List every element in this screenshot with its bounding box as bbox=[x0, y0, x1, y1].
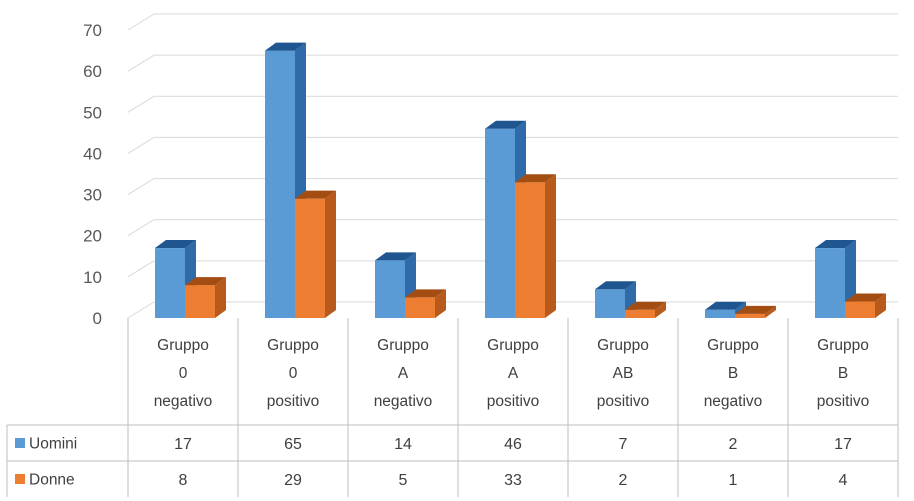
bar-side-donne bbox=[545, 174, 556, 318]
data-label-uomini: 17 bbox=[834, 436, 852, 453]
data-label-uomini: 46 bbox=[504, 436, 522, 453]
bar-uomini bbox=[265, 50, 295, 318]
gridline-diagonal bbox=[127, 54, 155, 72]
bar-uomini bbox=[485, 128, 515, 318]
y-tick-label: 10 bbox=[83, 268, 102, 287]
data-label-donne: 33 bbox=[504, 472, 522, 489]
bar-top-uomini bbox=[705, 301, 746, 310]
category-label: Gruppo bbox=[487, 337, 539, 354]
category-label: negativo bbox=[704, 393, 763, 410]
bar-top-uomini bbox=[595, 281, 636, 290]
bar-uomini bbox=[375, 260, 405, 318]
bar-top-donne bbox=[405, 289, 446, 298]
category-label: positivo bbox=[817, 393, 870, 410]
bar-top-donne bbox=[515, 174, 556, 183]
y-tick-label: 60 bbox=[83, 62, 102, 81]
bar-side-donne bbox=[765, 305, 776, 318]
bar-top-donne bbox=[295, 190, 336, 199]
gridline-diagonal bbox=[127, 13, 155, 31]
bar-donne bbox=[185, 285, 215, 318]
y-tick-label: 40 bbox=[83, 144, 102, 163]
data-label-uomini: 2 bbox=[729, 436, 738, 453]
bar-donne bbox=[295, 198, 325, 318]
bar-top-uomini bbox=[485, 120, 526, 129]
bar-donne bbox=[515, 182, 545, 318]
legend-label-uomini: Uomini bbox=[29, 436, 77, 453]
category-label: negativo bbox=[154, 393, 213, 410]
data-label-donne: 5 bbox=[399, 472, 408, 489]
bar-top-donne bbox=[735, 305, 776, 314]
category-label: 0 bbox=[289, 365, 298, 382]
y-tick-label: 50 bbox=[83, 103, 102, 122]
legend-swatch-donne bbox=[15, 474, 25, 484]
y-tick-label: 0 bbox=[93, 309, 102, 328]
gridline-diagonal bbox=[127, 301, 155, 319]
y-axis: 0 10 20 30 40 50 60 70 bbox=[83, 21, 102, 328]
bar-side-donne bbox=[435, 289, 446, 318]
bar-top-donne bbox=[845, 293, 886, 302]
data-label-uomini: 65 bbox=[284, 436, 302, 453]
bar-uomini bbox=[595, 289, 625, 318]
category-label: 0 bbox=[179, 365, 188, 382]
category-label: positivo bbox=[597, 393, 650, 410]
legend-label-donne: Donne bbox=[29, 472, 75, 489]
bar-top-uomini bbox=[155, 240, 196, 249]
bar-uomini bbox=[155, 248, 185, 318]
category-label: A bbox=[508, 365, 519, 382]
category-label: Gruppo bbox=[817, 337, 869, 354]
bar-donne bbox=[405, 297, 435, 318]
data-label-donne: 2 bbox=[619, 472, 628, 489]
category-label: B bbox=[728, 365, 738, 382]
category-label: Gruppo bbox=[157, 337, 209, 354]
category-label: Gruppo bbox=[707, 337, 759, 354]
gridline-diagonal bbox=[127, 260, 155, 278]
bar-top-uomini bbox=[375, 252, 416, 261]
data-label-uomini: 14 bbox=[394, 436, 412, 453]
gridline-diagonal bbox=[127, 137, 155, 154]
category-label: Gruppo bbox=[377, 337, 429, 354]
bar-side-donne bbox=[215, 277, 226, 318]
bar-donne bbox=[735, 313, 765, 318]
y-tick-label: 30 bbox=[83, 186, 102, 205]
data-label-donne: 1 bbox=[729, 472, 738, 489]
data-label-uomini: 17 bbox=[174, 436, 192, 453]
bars bbox=[155, 42, 886, 318]
data-label-donne: 29 bbox=[284, 472, 302, 489]
category-label: B bbox=[838, 365, 848, 382]
data-table: Gruppo 0 negativo Gruppo 0 positivo Gruppo Aneg… bbox=[6, 318, 899, 497]
bar-uomini bbox=[705, 309, 735, 318]
bar-side-donne bbox=[325, 190, 336, 318]
bar-donne bbox=[625, 309, 655, 318]
data-label-donne: 4 bbox=[839, 472, 848, 489]
gridline-diagonal bbox=[127, 178, 155, 195]
gridline-diagonal bbox=[127, 95, 155, 113]
category-label: Gruppo bbox=[267, 337, 319, 354]
bar-top-donne bbox=[625, 301, 666, 310]
category-label: positivo bbox=[267, 393, 320, 410]
y-tick-label: 20 bbox=[83, 227, 102, 246]
bar-donne bbox=[845, 301, 875, 318]
category-label: negativo bbox=[374, 393, 433, 410]
bar-side-donne bbox=[655, 301, 666, 318]
data-label-uomini: 7 bbox=[619, 436, 628, 453]
gridline-diagonal bbox=[127, 219, 155, 237]
category-label: Gruppo bbox=[597, 337, 649, 354]
category-label: positivo bbox=[487, 393, 540, 410]
category-label: A bbox=[398, 365, 409, 382]
category-label: AB bbox=[613, 365, 634, 382]
bar-top-uomini bbox=[815, 240, 856, 249]
bar-uomini bbox=[815, 248, 845, 318]
data-label-donne: 8 bbox=[179, 472, 188, 489]
bar-side-donne bbox=[875, 293, 886, 318]
bar-top-uomini bbox=[265, 42, 306, 51]
bar-top-donne bbox=[185, 277, 226, 286]
y-tick-label: 70 bbox=[83, 21, 102, 40]
legend-swatch-uomini bbox=[15, 438, 25, 448]
